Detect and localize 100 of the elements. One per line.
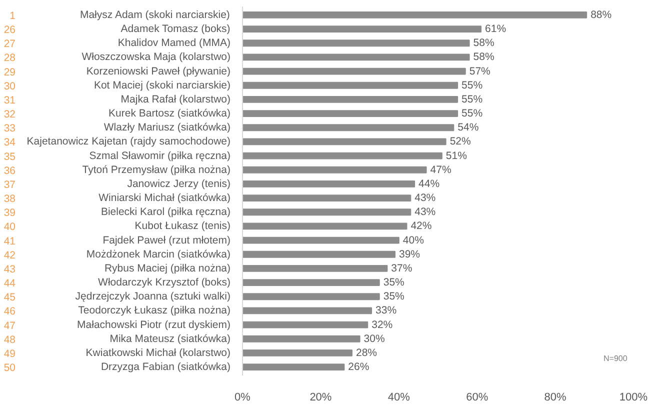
bar <box>242 222 408 230</box>
bar <box>242 321 368 328</box>
text: 1 <box>10 10 16 22</box>
bar <box>242 152 442 160</box>
bar <box>242 208 412 216</box>
data-label: 33% <box>376 304 397 317</box>
y-tick-label: Jędrzejczyk Joanna (sztuki walki) <box>75 290 230 303</box>
text: 37 <box>4 178 16 191</box>
y-tick-label: Kot Maciej (skoki narciarskie) <box>94 79 231 92</box>
data-label: 39% <box>398 248 420 260</box>
data-label: 37% <box>391 262 412 274</box>
y-tick-label: Adamek Tomasz (boks) <box>120 23 230 36</box>
y-tick-label: Włoszczowska Maja (kolarstwo) <box>82 51 230 64</box>
data-label: 35% <box>383 290 404 303</box>
text: 31 <box>4 94 16 106</box>
y-tick-label: Bielecki Karol (piłka ręczna) <box>100 206 231 218</box>
text: 29 <box>4 66 16 78</box>
text: 45 <box>4 292 16 304</box>
data-label: 55% <box>462 79 483 92</box>
text: 48 <box>4 334 16 346</box>
bar <box>242 265 388 272</box>
data-label: 35% <box>383 276 404 289</box>
x-tick-label: 0% <box>234 392 251 404</box>
data-label: 55% <box>462 108 483 120</box>
bar <box>242 11 588 18</box>
data-label: 32% <box>372 318 393 331</box>
y-tick-label: Kurek Bartosz (siatkówka) <box>108 108 231 120</box>
text: 43 <box>4 263 16 276</box>
bar <box>242 180 416 188</box>
y-tick-label: Teodorczyk Łukasz (piłka nożna) <box>78 304 231 317</box>
data-label: 43% <box>414 192 436 204</box>
data-label: 58% <box>473 51 494 64</box>
data-label: 44% <box>418 178 440 190</box>
bar <box>242 68 466 75</box>
y-tick-label: Wlazły Mariusz (siatkówka) <box>104 122 231 134</box>
y-tick-label: Janowicz Jerzy (tenis) <box>127 178 231 190</box>
data-label: 42% <box>410 220 432 232</box>
text: 27 <box>4 38 16 50</box>
bar <box>242 307 372 314</box>
bar <box>242 335 360 342</box>
y-tick-label: Kubot Łukasz (tenis) <box>134 220 231 232</box>
text: 44 <box>4 278 16 290</box>
y-tick-label: Korzeniowski Paweł (pływanie) <box>86 65 230 78</box>
text: 30 <box>4 80 16 92</box>
data-label: 26% <box>348 361 370 374</box>
text: 28 <box>4 52 16 64</box>
bar <box>242 364 345 371</box>
text: 41 <box>4 235 16 248</box>
data-label: 58% <box>473 37 494 50</box>
bar <box>242 26 482 32</box>
bar <box>242 110 458 117</box>
bar <box>242 54 470 61</box>
y-tick-label: Fajdek Paweł (rzut młotem) <box>102 234 231 246</box>
text: 40 <box>4 221 16 234</box>
text: 36 <box>4 164 16 177</box>
text: 34 <box>4 136 16 149</box>
bar <box>242 96 458 103</box>
y-tick-label: Rybus Maciej (piłka nożna) <box>104 262 231 274</box>
y-tick-label: Szmal Sławomir (piłka ręczna) <box>89 150 230 162</box>
text: 39 <box>4 207 16 220</box>
bar <box>242 293 380 300</box>
text: 42 <box>4 249 16 262</box>
bar <box>242 40 470 47</box>
y-tick-label: Khalidov Mamed (MMA) <box>118 37 231 50</box>
data-label: 43% <box>414 206 436 218</box>
y-tick-label: Kwiatkowski Michał (kolarstwo) <box>86 346 231 359</box>
text: 38 <box>4 193 16 206</box>
data-label: 40% <box>402 234 424 246</box>
y-tick-label: Małysz Adam (skoki narciarskie) <box>80 8 230 21</box>
y-tick-label: Małachowski Piotr (rzut dyskiem) <box>77 318 231 331</box>
text: 49 <box>4 348 16 360</box>
data-label: 52% <box>450 136 471 148</box>
x-tick-label: 100% <box>619 392 648 404</box>
x-tick-label: 60% <box>466 392 488 404</box>
y-tick-label: Włodarczyk Krzysztof (boks) <box>98 276 231 289</box>
y-tick-label: Mika Mateusz (siatkówka) <box>110 332 230 345</box>
y-tick-label: Tytoń Przemysław (piłka nożna) <box>82 164 231 176</box>
bar <box>242 250 396 258</box>
text: 33 <box>4 122 16 135</box>
data-label: 61% <box>485 23 506 36</box>
data-label: 88% <box>590 8 612 21</box>
data-label: 57% <box>469 65 490 78</box>
y-tick-label: Winiarski Michał (siatkówka) <box>98 192 231 204</box>
y-tick-label: Kajetanowicz Kajetan (rajdy samochodowe) <box>26 136 231 148</box>
text: 47 <box>4 320 16 332</box>
bar <box>242 124 454 132</box>
bar <box>242 279 380 286</box>
x-tick-label: 20% <box>310 392 332 404</box>
bar <box>242 194 412 202</box>
bar <box>242 236 400 244</box>
data-label: 54% <box>458 122 479 134</box>
bar <box>242 82 458 89</box>
text: 35 <box>4 150 16 163</box>
bar <box>242 166 427 174</box>
text: 50 <box>4 362 16 374</box>
annotation: N=900 <box>604 354 628 364</box>
bar <box>242 138 446 146</box>
bar <box>242 350 352 356</box>
text: 46 <box>4 306 16 318</box>
text: 26 <box>4 24 16 36</box>
